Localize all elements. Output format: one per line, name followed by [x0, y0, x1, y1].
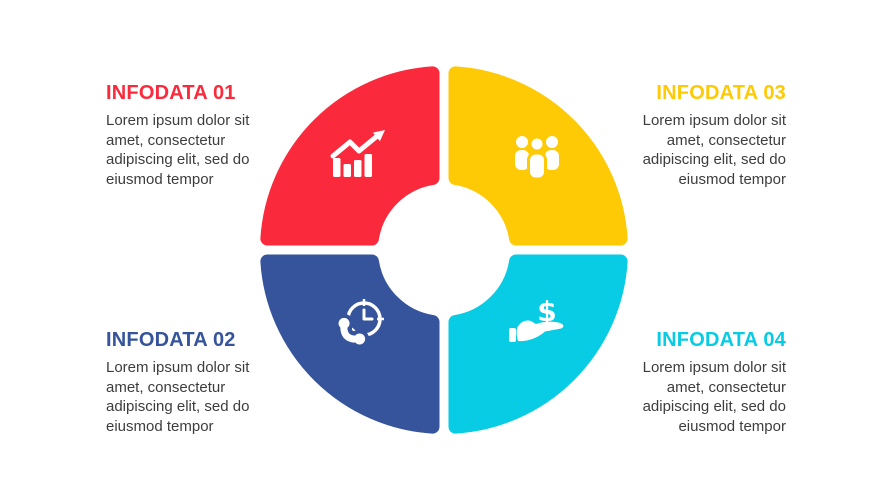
hand-cuff — [509, 328, 516, 342]
arrow-head — [372, 130, 385, 142]
team-icon — [515, 135, 559, 181]
infodata-02-body: Lorem ipsum dolor sit amet, consectetur … — [106, 359, 250, 435]
clock-hands — [362, 308, 374, 321]
phone-earpiece — [338, 317, 350, 329]
bar — [364, 154, 372, 177]
infodata-03-block: INFODATA 03 Lorem ipsum dolor sit amet, … — [614, 82, 786, 189]
infodata-02-block: INFODATA 02 Lorem ipsum dolor sit amet, … — [106, 329, 278, 436]
person-body — [545, 150, 559, 170]
hand-palm — [516, 320, 564, 342]
donut-diagram: $ — [260, 66, 628, 434]
bar — [343, 164, 351, 177]
quadrant-infodata-01 — [260, 66, 440, 246]
infodata-01-title: INFODATA 01 — [106, 82, 236, 104]
quadrant-shape — [448, 254, 628, 434]
person-body — [527, 151, 547, 181]
phone-mouthpiece — [354, 333, 366, 345]
phone-clock-icon — [334, 299, 384, 349]
quadrant-infodata-04: $ — [448, 254, 628, 434]
bar — [333, 158, 341, 177]
hand-dollar-icon: $ — [509, 295, 564, 342]
dollar-sign: $ — [537, 295, 556, 328]
infodata-01-body: Lorem ipsum dolor sit amet, consectetur … — [106, 112, 250, 188]
infodata-03-title: INFODATA 03 — [656, 82, 786, 104]
infodata-03-body: Lorem ipsum dolor sit amet, consectetur … — [642, 112, 786, 188]
quadrant-infodata-02 — [260, 254, 440, 434]
person-body — [515, 150, 529, 170]
quadrant-shape — [260, 66, 440, 246]
bar — [354, 160, 362, 177]
person-head — [516, 136, 528, 148]
infodata-02-title: INFODATA 02 — [106, 329, 236, 351]
quadrant-infodata-03 — [448, 66, 628, 246]
person-head — [528, 135, 546, 153]
infodata-04-block: INFODATA 04 Lorem ipsum dolor sit amet, … — [614, 329, 786, 436]
bar-chart-growth-icon — [330, 130, 385, 177]
infodata-04-title: INFODATA 04 — [656, 329, 786, 351]
infodata-01-block: INFODATA 01 Lorem ipsum dolor sit amet, … — [106, 82, 278, 189]
infodata-04-body: Lorem ipsum dolor sit amet, consectetur … — [642, 359, 786, 435]
trend-line — [330, 134, 379, 159]
person-head — [546, 136, 558, 148]
